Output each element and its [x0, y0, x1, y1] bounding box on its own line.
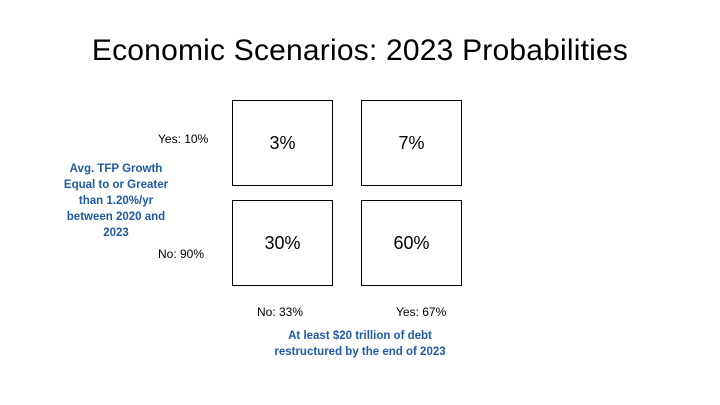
row-label-no: No: 90%	[158, 247, 205, 261]
cell-value: 3%	[269, 132, 296, 153]
cell-value: 30%	[264, 232, 301, 253]
cell-tfp-no-debt-yes: 60%	[361, 200, 462, 286]
col-label-no: No: 33%	[257, 305, 304, 319]
cell-value: 60%	[393, 232, 430, 253]
cell-tfp-no-debt-no: 30%	[232, 200, 333, 286]
cell-value: 7%	[398, 132, 425, 153]
row-axis-label: Avg. TFP Growth Equal to or Greater than…	[50, 161, 182, 241]
row-axis-label-line: than 1.20%/yr	[78, 195, 154, 207]
row-axis-label-line: Avg. TFP Growth	[69, 163, 163, 175]
row-axis-label-line: Equal to or Greater	[63, 179, 169, 191]
slide-title: Economic Scenarios: 2023 Probabilities	[91, 34, 629, 67]
column-axis-label-line: restructured by the end of 2023	[274, 346, 446, 358]
row-axis-label-line: 2023	[103, 227, 129, 239]
column-axis-label-line: At least $20 trillion of debt	[288, 330, 432, 342]
cell-tfp-yes-debt-yes: 7%	[361, 100, 462, 186]
row-axis-label-line: between 2020 and	[66, 211, 166, 223]
col-label-yes: Yes: 67%	[396, 305, 447, 319]
column-axis-label: At least $20 trillion of debt restructur…	[245, 328, 475, 360]
cell-tfp-yes-debt-no: 3%	[232, 100, 333, 186]
row-label-yes: Yes: 10%	[158, 132, 209, 146]
